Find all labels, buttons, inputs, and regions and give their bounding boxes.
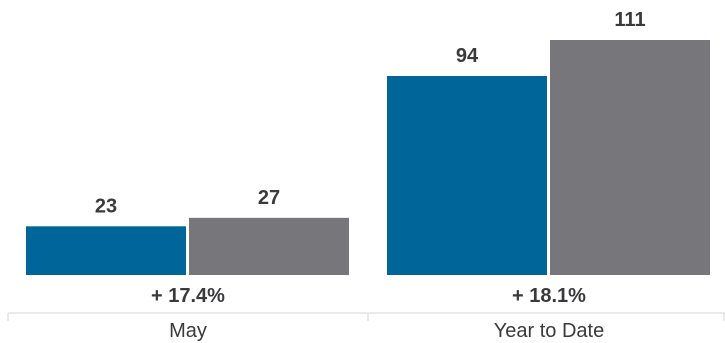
change-label-year-to-date: + 18.1% [512, 285, 586, 307]
category-label-may: May [169, 320, 207, 342]
bar-may-series-2 [189, 217, 349, 275]
value-label-year-to-date-series-1: 94 [456, 45, 479, 67]
bar-year-to-date-series-2 [550, 40, 710, 275]
value-labels-group: 23 27 94 111 [95, 9, 646, 217]
bar-may-series-1 [26, 226, 186, 275]
change-labels-group: + 17.4% + 18.1% [151, 285, 586, 307]
value-label-may-series-1: 23 [95, 195, 117, 217]
value-label-may-series-2: 27 [258, 187, 280, 209]
category-label-year-to-date: Year to Date [494, 320, 604, 342]
bars-group [26, 40, 710, 275]
category-labels-group: May Year to Date [169, 320, 604, 342]
bar-year-to-date-series-1 [387, 75, 547, 275]
value-label-year-to-date-series-2: 111 [614, 9, 645, 31]
change-label-may: + 17.4% [151, 285, 225, 307]
category-axis [7, 312, 725, 321]
